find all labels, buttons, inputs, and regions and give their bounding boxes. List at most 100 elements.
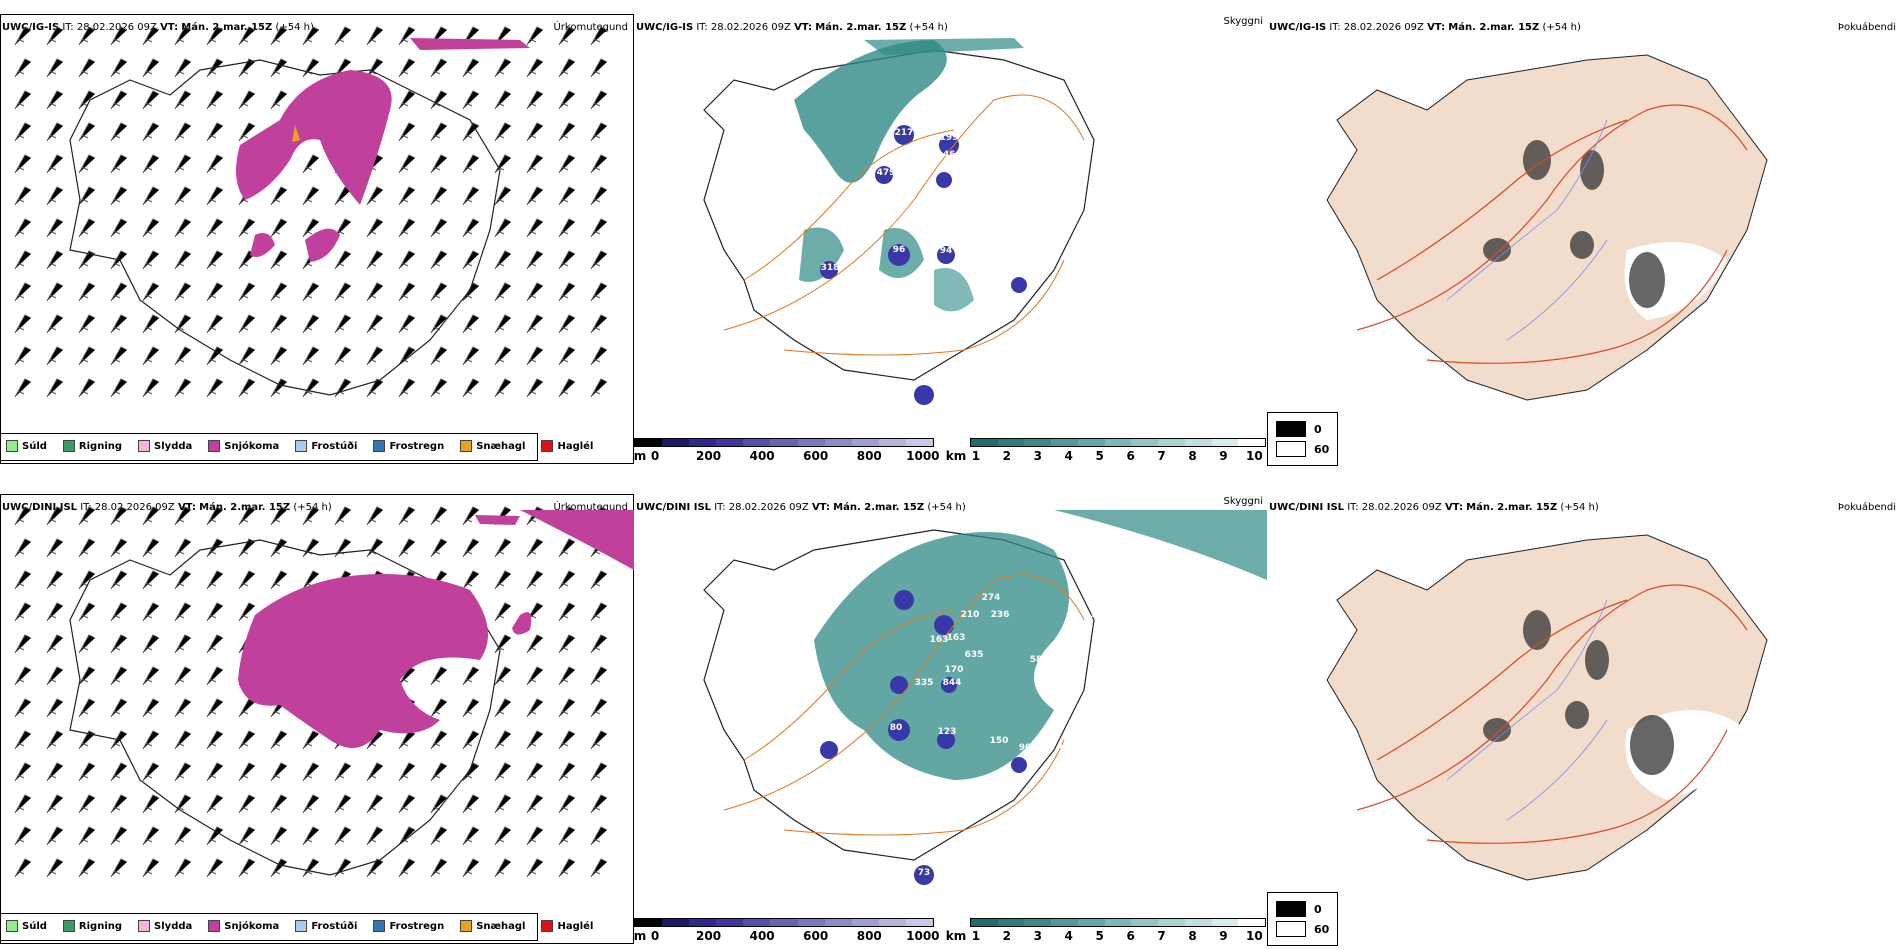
wind-barb xyxy=(142,602,160,622)
peak-label: 318 xyxy=(821,263,840,273)
wind-barb xyxy=(14,186,32,206)
legend-label: Snjókoma xyxy=(224,920,280,932)
snow-area-small xyxy=(305,228,340,262)
wind-barb xyxy=(334,346,352,366)
wind-barb xyxy=(558,666,576,686)
terrain-colorbar: m 0 200 400 600 800 1000 xyxy=(634,918,940,943)
wind-barb xyxy=(526,154,544,174)
wind-barb xyxy=(462,314,480,334)
wind-barb xyxy=(46,634,64,654)
wind-barb xyxy=(110,698,128,718)
wind-barb xyxy=(398,378,416,398)
panel-title: UWC/DINI ISL IT: 28.02.2026 09Z VT: Mán.… xyxy=(636,502,966,513)
peak-label: 335 xyxy=(915,678,934,688)
peak-label: 58 xyxy=(1030,655,1043,665)
terrain-peaks xyxy=(820,125,1027,405)
wind-barb xyxy=(110,666,128,686)
legend-label: Snjókoma xyxy=(224,440,280,452)
wind-barb xyxy=(398,186,416,206)
wind-barb xyxy=(366,858,384,878)
wind-barb xyxy=(462,794,480,814)
low-visibility-area xyxy=(794,40,947,183)
wind-barb xyxy=(238,762,256,782)
wind-barb xyxy=(558,154,576,174)
colorbar-tick: 10 xyxy=(1246,929,1263,943)
wind-barb xyxy=(590,90,608,110)
wind-barb xyxy=(14,58,32,78)
wind-barb xyxy=(206,186,224,206)
wind-barb xyxy=(14,218,32,238)
wind-barb xyxy=(238,570,256,590)
colorbar-segment xyxy=(1158,439,1185,446)
wind-barb xyxy=(270,538,288,558)
legend-item: Snjókoma xyxy=(208,440,279,452)
wind-barb xyxy=(462,154,480,174)
peak-label: 199 xyxy=(940,133,959,143)
colorbar-segment xyxy=(1104,439,1132,446)
wind-barb xyxy=(590,730,608,750)
colorbar-segment xyxy=(770,919,798,926)
wind-barb xyxy=(462,58,480,78)
wind-barb xyxy=(302,186,320,206)
precip-map xyxy=(14,26,608,398)
peak-label: 96 xyxy=(893,245,906,255)
legend-item: Rigning xyxy=(62,920,122,932)
wind-barb xyxy=(142,250,160,270)
wind-barb xyxy=(110,858,128,878)
wind-barb xyxy=(430,346,448,366)
colorbar-segment xyxy=(635,919,663,926)
legend-item: Frostregn xyxy=(373,920,444,932)
wind-barb xyxy=(526,794,544,814)
wind-barb xyxy=(78,762,96,782)
wind-barb xyxy=(398,538,416,558)
wind-barb xyxy=(110,794,128,814)
wind-barb xyxy=(398,122,416,142)
fog-map xyxy=(1326,534,1768,881)
wind-barb xyxy=(398,506,416,526)
wind-barb xyxy=(206,282,224,302)
wind-barb xyxy=(590,122,608,142)
colorbar-segment xyxy=(635,439,663,446)
wind-barb xyxy=(430,794,448,814)
colorbar-segment xyxy=(905,439,934,446)
fog-panel-row1: UWC/IG-IS IT: 28.02.2026 09Z VT: Mán. 2.… xyxy=(1267,0,1900,470)
wind-barb xyxy=(270,570,288,590)
peak-label: 94 xyxy=(870,748,883,758)
wind-barb xyxy=(494,826,512,846)
legend-item: Frostúði xyxy=(295,440,357,452)
wind-barb xyxy=(398,762,416,782)
fog-legend: 0 60 xyxy=(1267,892,1339,946)
colorbar-segment xyxy=(689,919,717,926)
wind-barb xyxy=(430,314,448,334)
wind-barb xyxy=(270,794,288,814)
legend-label: Slydda xyxy=(154,920,193,932)
fog-label: Þokuábendi xyxy=(1837,502,1896,513)
wind-barb xyxy=(302,314,320,334)
colorbar-tick: 800 xyxy=(856,449,882,463)
wind-barb xyxy=(206,698,224,718)
wind-barb xyxy=(142,666,160,686)
wind-barb xyxy=(366,26,384,46)
colorbar-segment xyxy=(1131,439,1159,446)
wind-barb xyxy=(78,858,96,878)
wind-barb xyxy=(590,794,608,814)
wind-barb xyxy=(78,794,96,814)
wind-barb xyxy=(334,794,352,814)
wind-barb xyxy=(206,250,224,270)
peak-label: 28 xyxy=(1048,691,1061,701)
peak-label: 148 xyxy=(943,165,962,175)
wind-barb xyxy=(590,634,608,654)
wind-barb xyxy=(270,282,288,302)
colorbar-tick: 7 xyxy=(1157,449,1166,463)
colorbar-segment xyxy=(1024,919,1052,926)
snow-area-top xyxy=(520,510,634,570)
iceland-outline xyxy=(69,539,501,876)
wind-barb xyxy=(334,826,352,846)
colorbar-segment xyxy=(851,919,879,926)
legend-item: Haglél xyxy=(541,440,593,452)
wind-barb xyxy=(46,858,64,878)
visibility-label: Skyggni xyxy=(1223,16,1263,27)
colorbar-tick: 9 xyxy=(1219,929,1228,943)
wind-barb xyxy=(558,282,576,302)
colorbar-segment xyxy=(1131,919,1159,926)
